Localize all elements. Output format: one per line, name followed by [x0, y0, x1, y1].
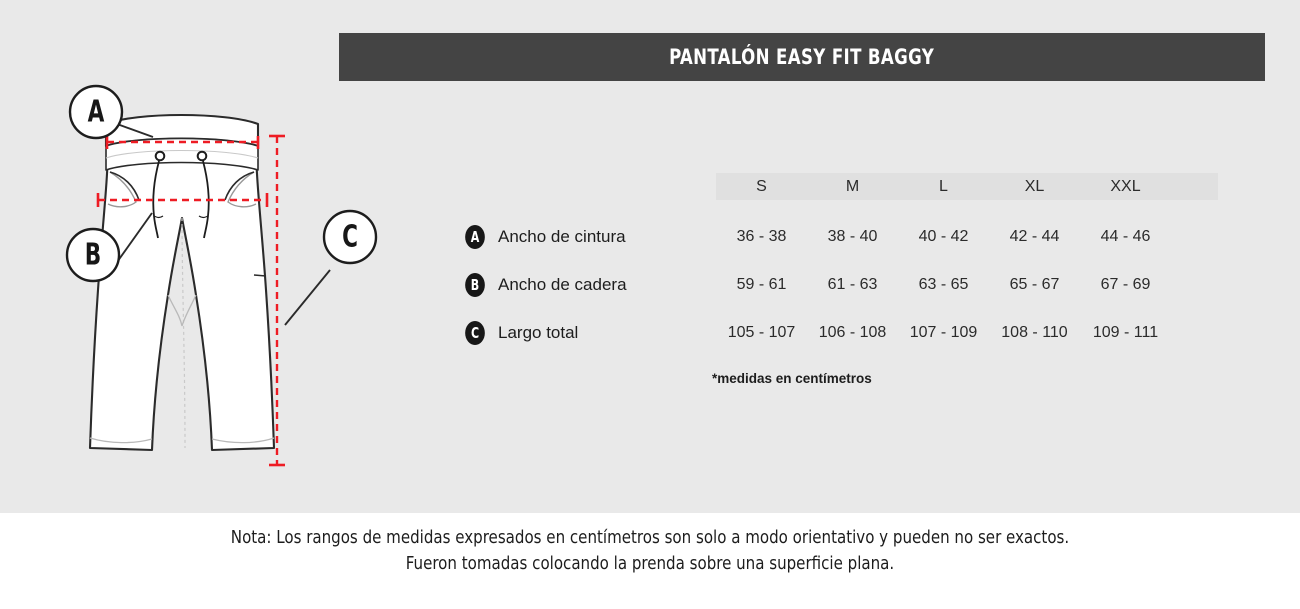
pants-illustration: A B C	[65, 84, 378, 467]
marker-a-label: A	[88, 95, 105, 129]
row-label-hip: Ancho de cadera	[498, 275, 627, 294]
cell-b-m: 61 - 63	[827, 276, 878, 293]
garment-diagram: A B C	[40, 80, 420, 480]
size-header-l: L	[939, 177, 948, 195]
size-header-xxl: XXL	[1110, 177, 1141, 195]
badge-a-icon: A	[465, 225, 485, 249]
title-bar: PANTALÓN EASY FIT BAGGY	[339, 33, 1265, 81]
row-label-length: Largo total	[498, 323, 579, 342]
footer-note: Nota: Los rangos de medidas expresados e…	[46, 525, 1255, 577]
badge-c-icon: C	[465, 321, 485, 345]
cell-c-xxl: 109 - 111	[1092, 324, 1159, 341]
cell-b-s: 59 - 61	[736, 276, 787, 293]
size-header-m: M	[845, 177, 860, 195]
cell-a-xl: 42 - 44	[1009, 228, 1060, 245]
cell-b-xxl: 67 - 69	[1100, 276, 1151, 293]
pockets	[107, 171, 257, 208]
footer-line-1: Nota: Los rangos de medidas expresados e…	[230, 527, 1070, 548]
page-title: PANTALÓN EASY FIT BAGGY	[669, 45, 935, 69]
cell-b-xl: 65 - 67	[1009, 276, 1060, 293]
marker-a: A	[68, 84, 124, 140]
size-header-xl: XL	[1024, 177, 1045, 195]
measurement-lines	[96, 134, 285, 467]
cell-a-m: 38 - 40	[827, 228, 878, 245]
marker-b: B	[65, 227, 121, 283]
table-row: B Ancho de cadera	[463, 272, 627, 298]
table-row: C Largo total	[463, 320, 578, 346]
pants-outline	[88, 143, 276, 452]
marker-c: C	[322, 209, 378, 265]
size-header-s: S	[756, 177, 767, 195]
size-header-band	[716, 173, 1218, 200]
cell-a-xxl: 44 - 46	[1100, 228, 1151, 245]
table-row: A Ancho de cintura	[463, 224, 626, 250]
unit-note: *medidas en centímetros	[712, 371, 872, 386]
cell-b-l: 63 - 65	[918, 276, 969, 293]
cell-c-l: 107 - 109	[909, 324, 978, 341]
cell-c-s: 105 - 107	[727, 324, 796, 341]
drawstring	[152, 150, 210, 239]
measurement-table: S M L XL XXL A Ancho de cintura 36 - 38 …	[455, 160, 1245, 400]
cell-a-l: 40 - 42	[918, 228, 969, 245]
cell-a-s: 36 - 38	[736, 228, 787, 245]
cell-c-xl: 108 - 110	[1001, 324, 1068, 341]
row-label-waist: Ancho de cintura	[498, 227, 626, 246]
cell-c-m: 106 - 108	[818, 324, 887, 341]
marker-c-label: C	[342, 220, 358, 254]
badge-b-icon: B	[465, 273, 485, 297]
footer-line-2: Fueron tomadas colocando la prenda sobre…	[405, 553, 895, 575]
marker-b-label: B	[85, 238, 101, 272]
